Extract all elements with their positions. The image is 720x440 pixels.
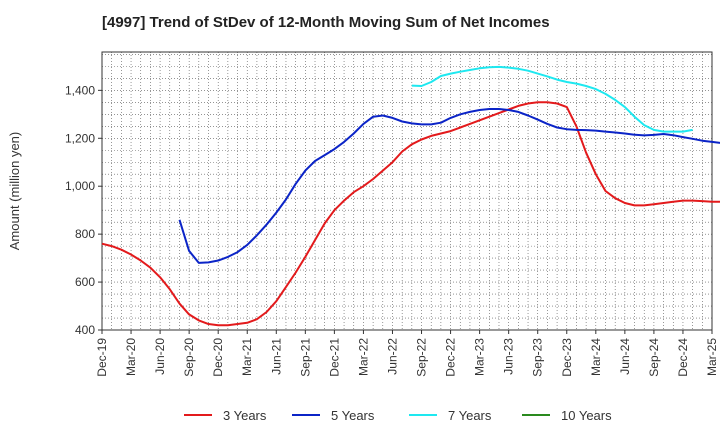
y-tick-label: 800 — [75, 227, 95, 241]
x-tick-label: Sep-22 — [415, 338, 429, 377]
x-tick-label: Dec-23 — [560, 338, 574, 377]
x-tick-label: Dec-19 — [95, 338, 109, 377]
x-tick-label: Jun-24 — [618, 338, 632, 375]
x-tick-label: Mar-22 — [356, 338, 370, 376]
grid — [101, 52, 713, 331]
x-tick-label: Sep-20 — [182, 338, 196, 377]
y-tick-label: 400 — [75, 323, 95, 337]
legend-label: 3 Years — [223, 408, 267, 423]
y-tick-label: 1,000 — [65, 179, 95, 193]
y-tick-label: 600 — [75, 275, 95, 289]
series-line-3-years — [101, 101, 720, 327]
y-tick-label: 1,200 — [65, 131, 95, 145]
legend: 3 Years 5 Years 7 Years 10 Years — [184, 408, 612, 423]
x-tick-label: Sep-23 — [531, 338, 545, 377]
plot-frame — [101, 51, 713, 331]
x-tick-label: Mar-20 — [124, 338, 138, 376]
x-tick-label: Jun-22 — [385, 338, 399, 375]
x-tick-label: Mar-25 — [705, 338, 719, 376]
x-tick-label: Dec-22 — [444, 338, 458, 377]
x-tick-label: Sep-21 — [298, 338, 312, 377]
x-tick-label: Jun-21 — [269, 338, 283, 375]
x-tick-label: Sep-24 — [647, 338, 661, 377]
series-line-7-years — [411, 65, 693, 133]
y-tick-label: 1,400 — [65, 83, 95, 97]
x-tick-label: Dec-21 — [327, 338, 341, 377]
chart-title: [4997] Trend of StDev of 12-Month Moving… — [102, 14, 550, 31]
legend-label: 7 Years — [448, 408, 492, 423]
x-tick-label: Dec-20 — [211, 338, 225, 377]
legend-label: 10 Years — [561, 408, 612, 423]
y-axis-label: Amount (million yen) — [7, 132, 22, 251]
axes: 400 600 800 1,000 1,200 1,400 Dec-19 Mar-20 Jun-… — [65, 51, 719, 377]
x-tick-label: Jun-23 — [502, 338, 516, 375]
series-line-5-years — [178, 108, 720, 264]
x-tick-label: Mar-21 — [240, 338, 254, 376]
legend-label: 5 Years — [331, 408, 375, 423]
x-tick-label: Dec-24 — [676, 338, 690, 377]
x-tick-label: Mar-23 — [473, 338, 487, 376]
series — [101, 65, 720, 327]
x-tick-label: Mar-24 — [589, 338, 603, 376]
x-tick-label: Jun-20 — [153, 338, 167, 375]
